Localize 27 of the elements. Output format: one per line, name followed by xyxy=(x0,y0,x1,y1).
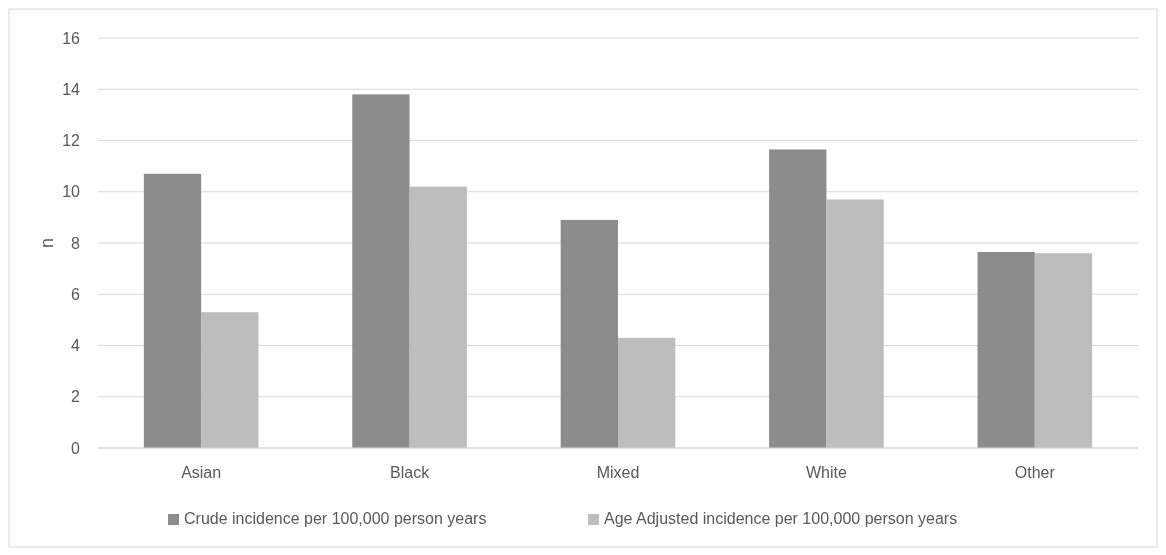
y-tick-label: 4 xyxy=(71,337,81,355)
legend-label: Age Adjusted incidence per 100,000 person years xyxy=(604,510,958,527)
x-tick-label: Asian xyxy=(181,464,222,481)
y-tick-label: 2 xyxy=(71,388,81,406)
y-tick-label: 6 xyxy=(71,285,81,303)
legend-label: Crude incidence per 100,000 person years xyxy=(184,510,487,527)
y-tick-label: 12 xyxy=(62,132,81,150)
y-tick-label: 14 xyxy=(62,80,81,98)
bar xyxy=(618,337,676,448)
bar xyxy=(143,173,202,448)
bar xyxy=(1034,253,1093,448)
bar xyxy=(769,149,827,448)
y-tick-label: 16 xyxy=(62,29,81,47)
y-tick-label: 0 xyxy=(71,439,81,457)
y-tick-label: 8 xyxy=(71,234,81,252)
bar xyxy=(201,312,259,448)
x-tick-label: Black xyxy=(390,464,431,481)
bar xyxy=(409,186,467,448)
bar xyxy=(352,94,410,448)
bar xyxy=(826,199,884,448)
x-tick-label: White xyxy=(805,464,847,481)
y-axis-title: n xyxy=(37,237,57,249)
y-tick-label: 10 xyxy=(62,183,81,201)
bar xyxy=(977,251,1035,448)
x-tick-label: Mixed xyxy=(596,464,640,481)
x-tick-label: Other xyxy=(1014,464,1056,481)
bar xyxy=(560,219,618,448)
